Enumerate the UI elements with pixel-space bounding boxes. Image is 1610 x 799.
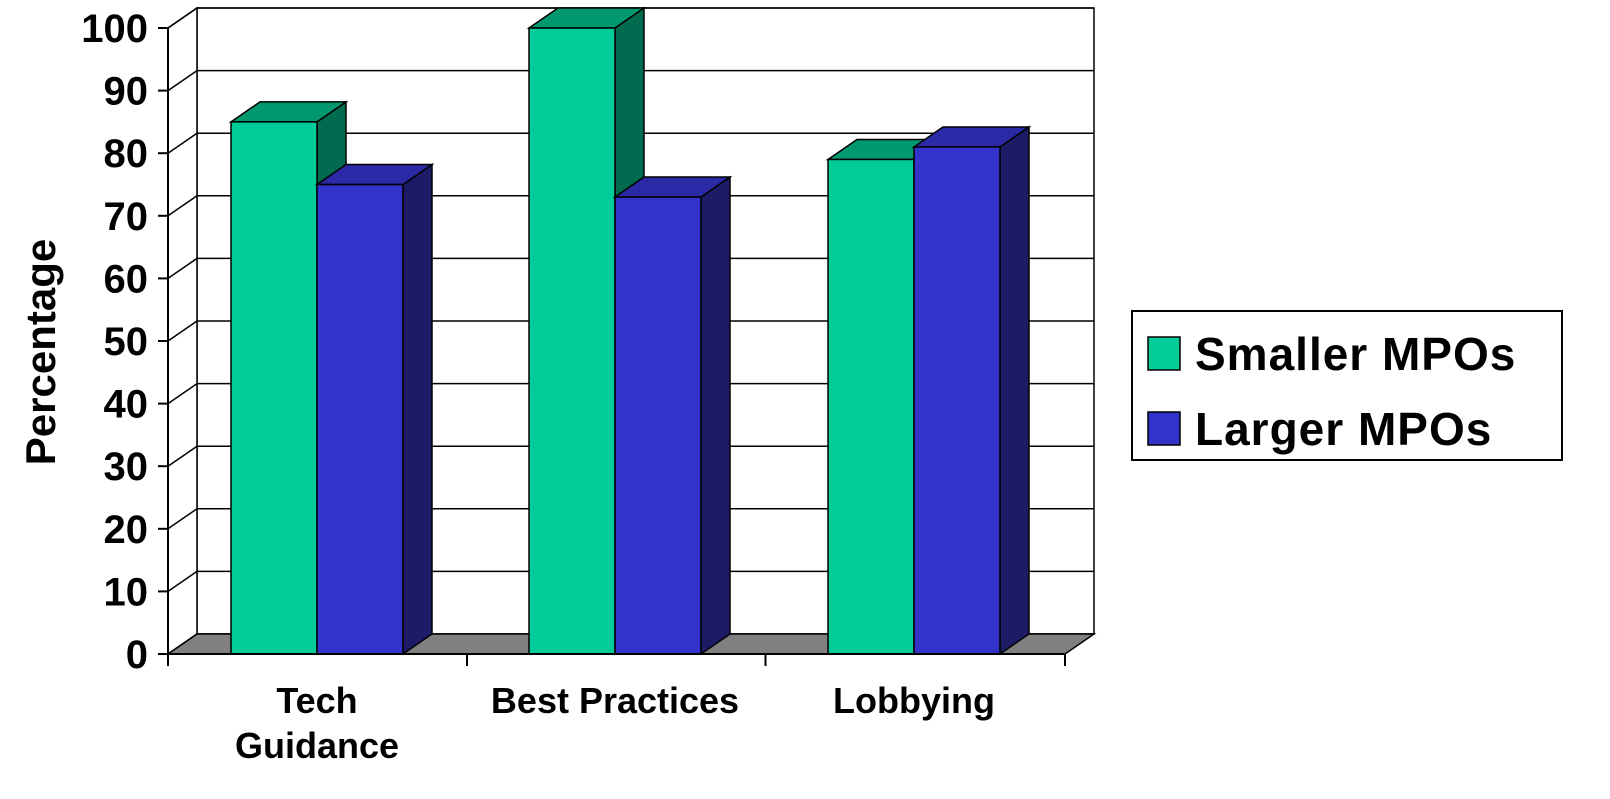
gridline-side (167, 508, 198, 530)
x-category-label: Tech Guidance (235, 680, 399, 766)
legend-label: Smaller MPOs (1195, 328, 1516, 380)
y-tick-label: 30 (104, 445, 149, 489)
gridline-side (167, 570, 198, 593)
y-axis-title: Percentage (17, 239, 64, 465)
gridline-side (167, 257, 198, 280)
y-tick-label: 0 (126, 633, 148, 677)
gridline-side (167, 132, 198, 154)
bar (911, 125, 1032, 656)
bar (314, 163, 435, 656)
bar-front (230, 121, 318, 655)
y-tick-label: 40 (104, 383, 149, 427)
bar-front (528, 27, 616, 655)
gridline-side (167, 320, 198, 342)
x-category-label-line: Guidance (235, 725, 399, 766)
bar-side (700, 175, 731, 656)
y-tick-label: 80 (104, 132, 149, 176)
x-category-label-line: Tech (276, 680, 357, 721)
x-category-label: Lobbying (833, 680, 995, 721)
y-tick-label: 100 (81, 7, 148, 51)
bar-front (614, 196, 702, 655)
legend-swatch (1147, 336, 1181, 371)
gridline-side (167, 445, 198, 467)
bar-side (999, 125, 1030, 656)
legend: Smaller MPOs Larger MPOs (1131, 310, 1563, 461)
x-category-label-line: Lobbying (833, 680, 995, 721)
bar-front (913, 146, 1001, 655)
y-tick-label: 70 (104, 195, 149, 239)
y-tick-label: 20 (104, 508, 149, 552)
bar-front (827, 158, 915, 655)
bars (228, 6, 1032, 656)
axis-labels: 0 10 20 30 40 50 60 70 80 90 100 Tech Guidance Best P… (17, 7, 995, 766)
legend-box (1131, 310, 1563, 461)
legend-swatch (1147, 411, 1181, 446)
bar-side (402, 163, 433, 656)
x-category-label-line: Best Practices (491, 680, 739, 721)
gridline-side (167, 382, 198, 405)
gridline-side (167, 7, 198, 29)
legend-label: Larger MPOs (1195, 403, 1492, 455)
bar (612, 175, 733, 656)
gridline-side (167, 195, 198, 217)
y-tick-label: 60 (104, 257, 149, 301)
y-tick-label: 50 (104, 320, 149, 364)
x-category-label: Best Practices (491, 680, 739, 721)
gridline-side (167, 69, 198, 92)
y-tick-label: 10 (104, 570, 149, 614)
y-tick-label: 90 (104, 70, 149, 114)
bar-front (316, 183, 404, 655)
axes (158, 27, 1066, 666)
